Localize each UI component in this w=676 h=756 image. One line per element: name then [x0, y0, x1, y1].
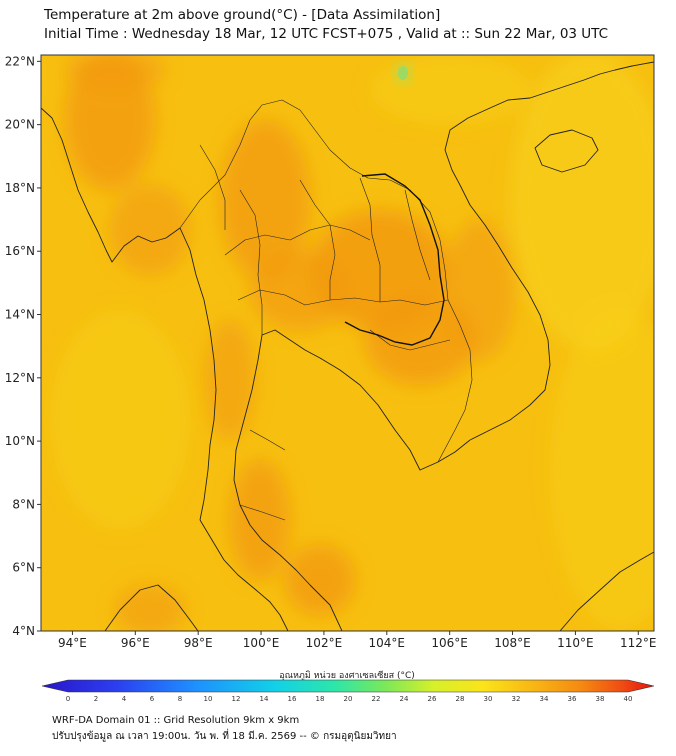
lat-tick-label: 12°N	[5, 371, 35, 385]
cool-region	[550, 310, 654, 630]
hot-region	[365, 295, 475, 385]
coastlines	[41, 61, 654, 631]
lat-tick-label: 22°N	[5, 54, 35, 68]
longitude-axis: 94°E 96°E 98°E 100°E 102°E 104°E 106°E 108°E 110…	[58, 631, 657, 650]
colorbar-tick-label: 4	[122, 695, 127, 703]
lat-tick-label: 14°N	[5, 308, 35, 322]
footer-model-info: WRF-DA Domain 01 :: Grid Resolution 9km …	[52, 715, 300, 726]
colorbar-ticks: 0 2 4 6 8 10 12 14 16 18 20 22 24 26 28 30 32 34 36 38 40	[66, 695, 633, 703]
border-line	[237, 289, 449, 306]
coastline-peninsula-west	[199, 519, 289, 631]
footer-update-info: ปรับปรุงข้อมูล ณ เวลา 19:00น. วัน พ. ที่…	[52, 731, 397, 742]
lat-tick-label: 20°N	[5, 118, 35, 132]
border-line	[249, 429, 286, 451]
lon-tick-label: 98°E	[184, 636, 213, 650]
chart-subtitle: Initial Time : Wednesday 18 Mar, 12 UTC …	[44, 26, 609, 42]
cool-region	[510, 55, 654, 350]
lat-tick-label: 18°N	[5, 181, 35, 195]
lat-tick-label: 6°N	[12, 561, 35, 575]
hot-region	[220, 120, 310, 280]
colorbar-tick-label: 26	[428, 695, 437, 703]
lat-tick-label: 8°N	[12, 497, 35, 511]
coastline-borneo	[559, 551, 654, 631]
colorbar-tick-label: 30	[484, 695, 493, 703]
hot-region	[65, 55, 155, 190]
colorbar-tick-label: 2	[94, 695, 98, 703]
border-line	[239, 504, 286, 521]
border-line	[224, 224, 371, 256]
cool-region	[50, 310, 190, 530]
hot-region	[110, 185, 190, 275]
lon-tick-label: 108°E	[494, 636, 531, 650]
hot-region	[230, 460, 290, 580]
colorbar-tick-label: 18	[316, 695, 325, 703]
colorbar-tick-label: 38	[596, 695, 605, 703]
cool-region	[370, 55, 530, 125]
border-line	[369, 329, 451, 351]
coastline-hainan	[534, 129, 599, 173]
hot-region	[115, 585, 185, 631]
colorbar-tick-label: 28	[456, 695, 465, 703]
colorbar-tick-label: 8	[178, 695, 182, 703]
country-border-thick	[344, 173, 445, 346]
lon-tick-label: 104°E	[369, 636, 406, 650]
lon-tick-label: 112°E	[620, 636, 657, 650]
coastline-south-china	[507, 61, 654, 101]
coastline-myanmar-west	[41, 107, 217, 521]
colorbar-tick-label: 24	[400, 695, 409, 703]
lat-tick-label: 4°N	[12, 624, 35, 638]
border-line	[404, 189, 431, 281]
colorbar-tick-label: 10	[204, 695, 213, 703]
colorbar-tick-label: 0	[66, 695, 70, 703]
colorbar-tick-label: 12	[232, 695, 241, 703]
border-line	[299, 179, 336, 300]
colorbar-tick-label: 20	[344, 695, 353, 703]
colorbar-tick-label: 22	[372, 695, 381, 703]
colorbar	[41, 679, 655, 693]
border-line	[179, 99, 449, 301]
coastline-sumatra	[104, 584, 199, 631]
border-line	[437, 299, 473, 463]
hot-region	[65, 55, 165, 90]
lon-tick-label: 102°E	[306, 636, 343, 650]
colorbar-tick-label: 40	[624, 695, 633, 703]
colorbar-tick-label: 14	[260, 695, 269, 703]
border-line	[239, 189, 263, 335]
lon-tick-label: 106°E	[431, 636, 468, 650]
lon-tick-label: 100°E	[243, 636, 280, 650]
temperature-field	[41, 55, 654, 631]
lon-tick-label: 96°E	[121, 636, 150, 650]
lat-tick-label: 16°N	[5, 244, 35, 258]
latitude-axis: 4°N 6°N 8°N 10°N 12°N 14°N 16°N 18°N 20°N 22°N	[5, 54, 41, 638]
admin-borders	[179, 99, 473, 521]
coastline-peninsula-east	[233, 334, 343, 631]
map-frame	[40, 54, 655, 632]
lat-tick-label: 10°N	[5, 434, 35, 448]
hot-region	[285, 545, 355, 615]
colorbar-tick-label: 34	[540, 695, 549, 703]
border-line	[359, 177, 381, 302]
lon-tick-label: 110°E	[557, 636, 594, 650]
border-line	[199, 144, 226, 230]
cool-spot	[398, 66, 408, 80]
colorbar-tick-label: 36	[568, 695, 577, 703]
hot-region	[205, 320, 255, 440]
colorbar-tick-label: 16	[288, 695, 297, 703]
colorbar-tick-label: 6	[150, 695, 155, 703]
chart-title: Temperature at 2m above ground(°C) - [Da…	[44, 7, 441, 23]
coastline-vietnam-east	[444, 99, 551, 441]
temperature-map: 4°N 6°N 8°N 10°N 12°N 14°N 16°N 18°N 20°N 22°N 94…	[5, 54, 657, 703]
lon-tick-label: 94°E	[58, 636, 87, 650]
hot-region	[445, 220, 515, 360]
colorbar-caption: อุณหภูมิ หน่วย องศาเซลเซียส (°C)	[279, 670, 415, 681]
colorbar-tick-label: 32	[512, 695, 521, 703]
coastline-gulf-head	[261, 329, 471, 471]
